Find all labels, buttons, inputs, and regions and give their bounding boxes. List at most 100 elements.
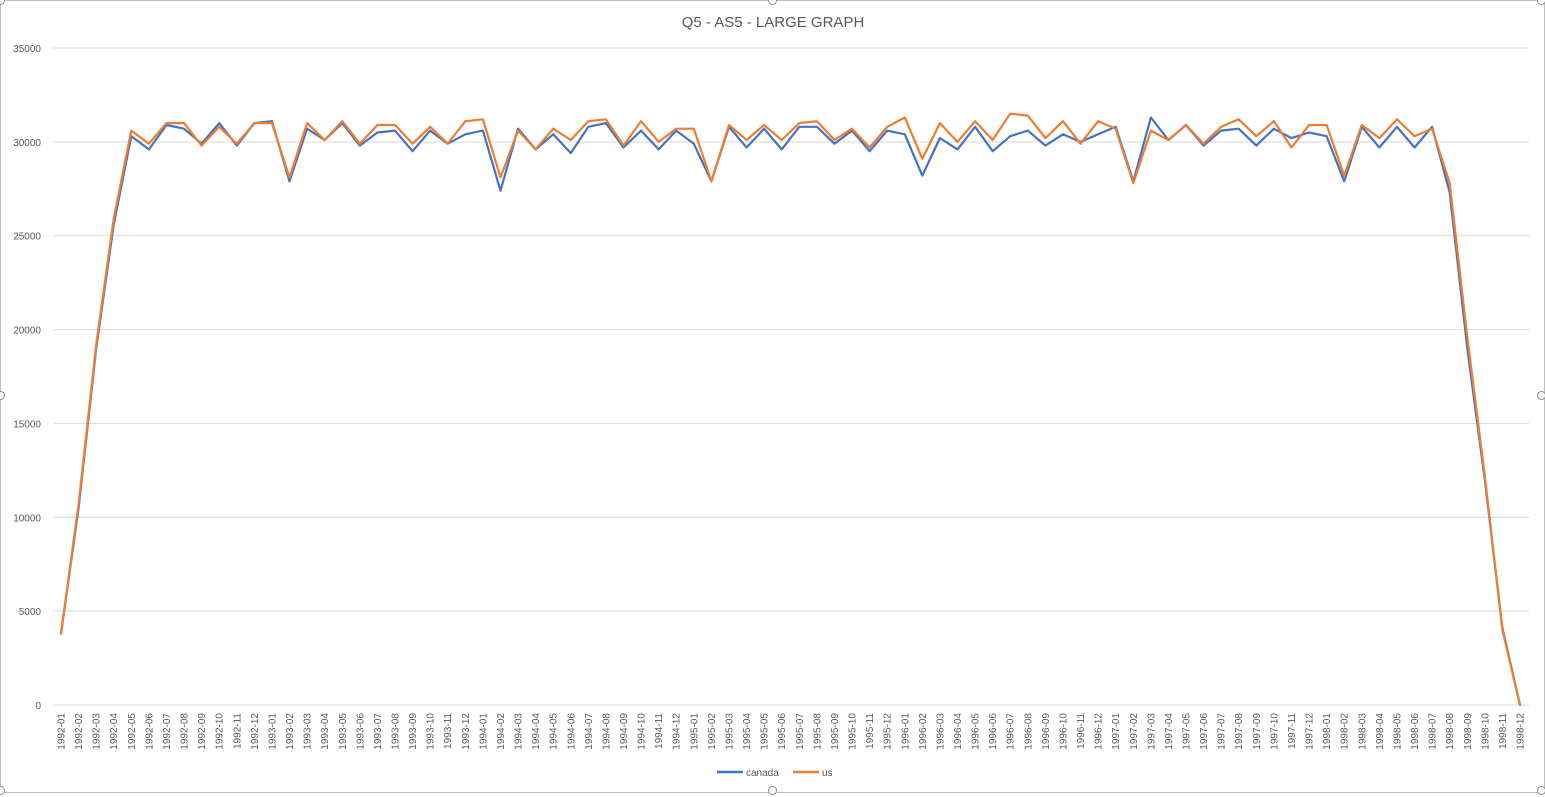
x-tick-label: 1995-01 [689, 713, 700, 750]
x-tick-label: 1996-12 [1094, 713, 1105, 750]
resize-handle-middle-left[interactable] [0, 391, 5, 400]
x-tick-label: 1994-06 [566, 713, 577, 750]
gridlines [53, 47, 1529, 706]
series-line-canada [59, 116, 1522, 707]
chart-title: Q5 - AS5 - LARGE GRAPH [682, 14, 865, 31]
y-tick-label: 20000 [13, 326, 41, 337]
x-tick-label: 1998-03 [1357, 713, 1368, 750]
x-tick-label: 1992-12 [250, 713, 261, 750]
x-tick-label: 1995-10 [848, 713, 859, 750]
x-tick-label: 1995-08 [812, 713, 823, 750]
x-tick-label: 1992-06 [144, 713, 155, 750]
x-tick-label: 1992-05 [127, 713, 138, 750]
x-tick-label: 1997-12 [1305, 713, 1316, 750]
series-line-us [59, 112, 1522, 707]
x-tick-label: 1992-07 [162, 713, 173, 750]
y-tick-label: 15000 [13, 419, 41, 430]
x-tick-label: 1996-06 [988, 713, 999, 750]
x-tick-label: 1996-02 [918, 713, 929, 750]
x-tick-label: 1994-09 [619, 713, 630, 750]
x-tick-label: 1997-09 [1252, 713, 1263, 750]
x-tick-label: 1993-03 [303, 713, 314, 750]
resize-handle-middle-right[interactable] [1537, 391, 1545, 400]
x-tick-label: 1996-09 [1041, 713, 1052, 750]
x-tick-label: 1995-02 [707, 713, 718, 750]
x-tick-label: 1998-10 [1480, 713, 1491, 750]
x-tick-label: 1993-04 [320, 713, 331, 750]
x-tick-label: 1998-07 [1428, 713, 1439, 750]
x-tick-label: 1995-11 [865, 713, 876, 749]
resize-handle-top-right[interactable] [1537, 0, 1545, 5]
x-tick-label: 1994-02 [496, 713, 507, 750]
x-tick-label: 1994-01 [478, 713, 489, 750]
x-tick-label: 1993-11 [443, 713, 454, 749]
x-tick-label: 1995-12 [883, 713, 894, 750]
x-tick-label: 1997-11 [1287, 713, 1298, 749]
x-tick-label: 1994-11 [654, 713, 665, 749]
x-tick-label: 1996-05 [971, 713, 982, 750]
x-tick-label: 1998-04 [1375, 713, 1386, 750]
x-tick-label: 1995-07 [795, 713, 806, 750]
x-tick-label: 1997-02 [1129, 713, 1140, 750]
x-tick-label: 1992-01 [57, 713, 68, 750]
resize-handle-bottom-center[interactable] [768, 786, 777, 795]
y-tick-label: 35000 [13, 44, 41, 55]
x-tick-label: 1998-11 [1498, 713, 1509, 749]
x-tick-label: 1993-06 [355, 713, 366, 750]
series-lines [59, 112, 1522, 707]
legend-label-us: us [822, 768, 833, 779]
resize-handle-top-center[interactable] [768, 0, 777, 5]
x-tick-label: 1993-10 [426, 713, 437, 750]
x-tick-label: 1994-12 [672, 713, 683, 750]
x-tick-label: 1992-04 [109, 713, 120, 750]
x-tick-label: 1997-03 [1146, 713, 1157, 750]
x-tick-label: 1998-01 [1322, 713, 1333, 750]
x-tick-label: 1993-09 [408, 713, 419, 750]
x-tick-label: 1993-07 [373, 713, 384, 750]
x-tick-label: 1994-07 [584, 713, 595, 750]
x-tick-label: 1998-06 [1410, 713, 1421, 750]
x-tick-label: 1996-03 [935, 713, 946, 750]
x-tick-label: 1998-08 [1445, 713, 1456, 750]
x-tick-label: 1995-05 [760, 713, 771, 750]
x-tick-label: 1994-04 [531, 713, 542, 750]
x-tick-label: 1996-08 [1023, 713, 1034, 750]
x-tick-label: 1997-07 [1217, 713, 1228, 750]
x-axis-tick-labels: 1992-01 1992-02 1992-03 1992-04 1992-05 1992-… [57, 713, 1527, 750]
resize-handle-top-left[interactable] [0, 0, 5, 5]
x-tick-label: 1993-08 [390, 713, 401, 750]
x-tick-label: 1997-10 [1269, 713, 1280, 750]
x-tick-label: 1998-12 [1516, 713, 1527, 750]
x-tick-label: 1998-02 [1340, 713, 1351, 750]
x-tick-label: 1992-09 [197, 713, 208, 750]
x-tick-label: 1993-05 [338, 713, 349, 750]
x-tick-label: 1994-10 [637, 713, 648, 750]
x-tick-label: 1994-05 [549, 713, 560, 750]
x-tick-label: 1993-02 [285, 713, 296, 750]
x-tick-label: 1992-03 [92, 713, 103, 750]
x-tick-label: 1997-08 [1234, 713, 1245, 750]
x-tick-label: 1998-05 [1392, 713, 1403, 750]
x-tick-label: 1997-04 [1164, 713, 1175, 750]
x-tick-label: 1992-02 [74, 713, 85, 750]
x-tick-label: 1995-04 [742, 713, 753, 750]
x-tick-label: 1998-09 [1463, 713, 1474, 750]
x-tick-label: 1992-08 [180, 713, 191, 750]
x-tick-label: 1997-01 [1111, 713, 1122, 750]
x-tick-label: 1996-01 [900, 713, 911, 750]
x-tick-label: 1996-11 [1076, 713, 1087, 749]
x-tick-label: 1997-06 [1199, 713, 1210, 750]
y-tick-label: 25000 [13, 232, 41, 243]
x-tick-label: 1993-01 [267, 713, 278, 750]
y-tick-label: 5000 [19, 607, 42, 618]
x-tick-label: 1995-03 [724, 713, 735, 750]
x-tick-label: 1993-12 [461, 713, 472, 750]
y-tick-label: 30000 [13, 138, 41, 149]
x-tick-label: 1992-11 [232, 713, 243, 749]
x-tick-label: 1996-10 [1058, 713, 1069, 750]
x-tick-label: 1994-03 [514, 713, 525, 750]
x-tick-label: 1994-08 [601, 713, 612, 750]
resize-handle-bottom-right[interactable] [1537, 786, 1545, 795]
